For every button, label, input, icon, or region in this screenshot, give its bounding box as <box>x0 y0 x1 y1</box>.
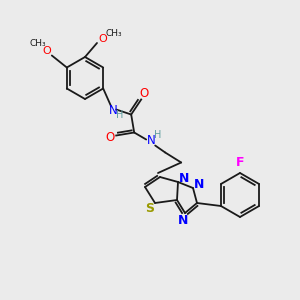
Text: O: O <box>106 131 115 144</box>
Text: O: O <box>42 46 51 56</box>
Text: H: H <box>154 130 162 140</box>
Text: N: N <box>194 178 204 190</box>
Text: N: N <box>109 104 118 117</box>
Text: CH₃: CH₃ <box>106 28 122 38</box>
Text: O: O <box>99 34 107 44</box>
Text: O: O <box>140 87 149 100</box>
Text: H: H <box>116 110 124 121</box>
Text: CH₃: CH₃ <box>29 39 46 48</box>
Text: N: N <box>147 134 156 147</box>
Text: N: N <box>178 214 188 226</box>
Text: N: N <box>179 172 189 184</box>
Text: S: S <box>146 202 154 214</box>
Text: F: F <box>236 157 244 169</box>
